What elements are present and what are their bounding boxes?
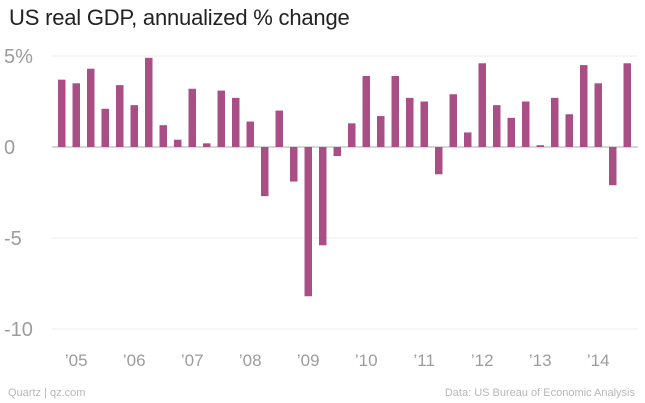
bar-2013-q4 bbox=[565, 114, 573, 147]
bar-2010-q1 bbox=[348, 123, 356, 147]
x-axis-labels: ’05 ’06 ’07 ’08 ’09 ’10 ’11 ’12 ’13 ’14 bbox=[65, 351, 610, 370]
x-tick-label: ’13 bbox=[529, 351, 552, 370]
bar-2013-q3 bbox=[551, 97, 559, 147]
bar-2009-q4 bbox=[333, 147, 341, 157]
bar-2007-q4 bbox=[217, 90, 225, 147]
y-tick-label: 5% bbox=[4, 46, 33, 68]
bar-2013-q2 bbox=[536, 145, 544, 147]
footer-source-right: Data: US Bureau of Economic Analysis bbox=[444, 387, 635, 399]
bar-2006-q4 bbox=[159, 125, 167, 147]
bar-2009-q3 bbox=[319, 147, 327, 246]
bar-2009-q1 bbox=[290, 147, 298, 182]
bar-2010-q3 bbox=[377, 116, 385, 147]
y-tick-label: 0 bbox=[4, 137, 15, 159]
bar-2012-q1 bbox=[464, 132, 472, 147]
x-tick-label: ’11 bbox=[414, 351, 435, 370]
bar-2014-q4 bbox=[623, 63, 631, 147]
bar-2006-q1 bbox=[116, 85, 124, 147]
x-tick-label: ’08 bbox=[239, 351, 262, 370]
bar-2007-q1 bbox=[174, 139, 182, 147]
bar-2006-q3 bbox=[145, 57, 153, 147]
bar-2005-q1 bbox=[58, 79, 66, 147]
bar-2006-q2 bbox=[130, 105, 138, 147]
bar-2012-q2 bbox=[478, 63, 486, 147]
x-tick-label: ’09 bbox=[297, 351, 320, 370]
x-tick-label: ’05 bbox=[65, 351, 88, 370]
bar-2014-q3 bbox=[609, 147, 617, 186]
x-tick-label: ’12 bbox=[471, 351, 494, 370]
bar-2007-q3 bbox=[203, 143, 211, 147]
bar-2011-q3 bbox=[435, 147, 443, 175]
bar-2011-q1 bbox=[406, 97, 414, 147]
bar-2005-q3 bbox=[87, 68, 95, 147]
page-title: US real GDP, annualized % change bbox=[9, 5, 350, 30]
bar-2008-q2 bbox=[246, 121, 254, 147]
x-tick-label: ’07 bbox=[181, 351, 204, 370]
x-tick-label: ’14 bbox=[587, 351, 610, 370]
bar-2005-q2 bbox=[72, 83, 80, 147]
bar-2014-q2 bbox=[594, 83, 602, 147]
bar-2010-q4 bbox=[391, 76, 399, 147]
bar-2009-q2 bbox=[304, 147, 312, 297]
bar-2005-q4 bbox=[101, 108, 109, 147]
bar-2007-q2 bbox=[188, 88, 196, 147]
y-tick-label: -5 bbox=[4, 228, 22, 250]
bar-2011-q2 bbox=[420, 101, 428, 147]
x-tick-label: ’10 bbox=[355, 351, 378, 370]
bar-2012-q3 bbox=[493, 105, 501, 147]
bar-2008-q3 bbox=[261, 147, 269, 197]
bars bbox=[58, 57, 631, 297]
bar-2008-q4 bbox=[275, 110, 283, 147]
bar-2014-q1 bbox=[580, 65, 588, 147]
bar-2010-q2 bbox=[362, 76, 370, 147]
footer-source-left: Quartz | qz.com bbox=[8, 387, 86, 399]
x-tick-label: ’06 bbox=[123, 351, 146, 370]
gridlines bbox=[52, 55, 638, 330]
bar-2012-q4 bbox=[507, 117, 515, 147]
bar-2011-q4 bbox=[449, 94, 457, 147]
y-axis-labels: 5% 0 -5 -10 bbox=[4, 46, 33, 341]
bar-2008-q1 bbox=[232, 97, 240, 147]
bar-2013-q1 bbox=[522, 101, 530, 147]
y-tick-label: -10 bbox=[4, 319, 33, 341]
